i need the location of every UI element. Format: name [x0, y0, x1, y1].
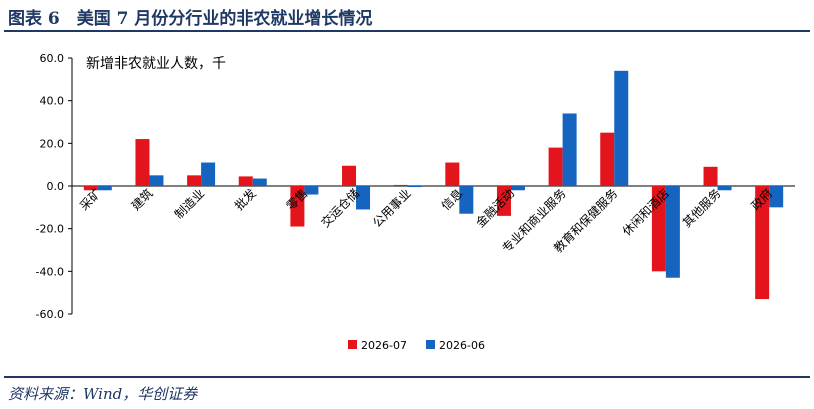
y-tick-label: -40.0: [36, 265, 64, 278]
legend-label: 2026-07: [361, 339, 407, 352]
chart-unit-label: 新增非农就业人数，千: [86, 56, 226, 72]
source-note: 资料来源：Wind，华创证券: [8, 385, 198, 403]
bar-series-group: [72, 70, 795, 300]
bar-series-2: [407, 186, 422, 188]
report-header: 图表 6 美国 7 月份分行业的非农就业增长情况: [0, 0, 814, 32]
y-tick-label: 40.0: [40, 95, 65, 108]
x-tick-label: 交运仓储: [318, 186, 363, 231]
x-tick-label: 批发: [231, 186, 259, 214]
bar-series-1: [187, 175, 202, 186]
bar-series-1: [548, 147, 563, 186]
bar-series-2: [510, 186, 525, 191]
x-tick-label: 建筑: [128, 186, 156, 214]
y-tick-label: 60.0: [40, 52, 65, 65]
bar-series-2: [459, 186, 474, 214]
bar-series-1: [496, 186, 511, 216]
bar-series-1: [83, 186, 98, 191]
bar-series-2: [614, 70, 629, 186]
bar-series-2: [201, 162, 216, 186]
bar-series-1: [135, 139, 150, 186]
bar-series-2: [665, 186, 680, 278]
bar-series-2: [149, 175, 164, 186]
chart-legend: 2026-07 2026-06: [348, 339, 485, 352]
bar-series-1: [342, 165, 357, 186]
y-tick-label: 0.0: [47, 180, 65, 193]
footer-divider: [4, 376, 810, 378]
x-tick-label: 制造业: [172, 186, 207, 221]
bar-series-1: [290, 186, 305, 227]
y-tick-label: -20.0: [36, 223, 64, 236]
y-axis: 60.0 40.0 20.0 0.0 -20.0 -40.0 -60.0: [36, 52, 73, 321]
legend-swatch: [426, 340, 435, 349]
bar-series-2: [97, 186, 112, 191]
x-tick-label: 其他服务: [679, 186, 724, 231]
x-tick-label: 公用事业: [370, 186, 414, 230]
y-tick-label: -60.0: [36, 308, 64, 321]
bar-series-1: [445, 162, 460, 186]
bar-series-2: [769, 186, 784, 208]
bar-series-2: [562, 113, 577, 186]
bar-series-1: [600, 132, 615, 186]
bar-series-2: [252, 178, 267, 186]
bar-series-1: [651, 186, 666, 272]
legend-swatch: [348, 340, 357, 349]
bar-series-1: [238, 176, 253, 186]
bar-series-2: [717, 186, 732, 191]
bar-series-1: [393, 184, 408, 186]
bar-series-1: [755, 186, 770, 300]
bar-chart: 60.040.020.00.0-20.0-40.0-60.0 采矿 建筑 制造业 批发…: [36, 52, 795, 352]
legend-label: 2026-06: [439, 339, 485, 352]
y-tick-label: 20.0: [40, 137, 65, 150]
bar-series-2: [356, 186, 371, 210]
header-divider: [4, 30, 810, 32]
bar-series-1: [703, 166, 718, 186]
figure-title: 图表 6 美国 7 月份分行业的非农就业增长情况: [8, 9, 373, 29]
bar-series-2: [304, 186, 319, 195]
